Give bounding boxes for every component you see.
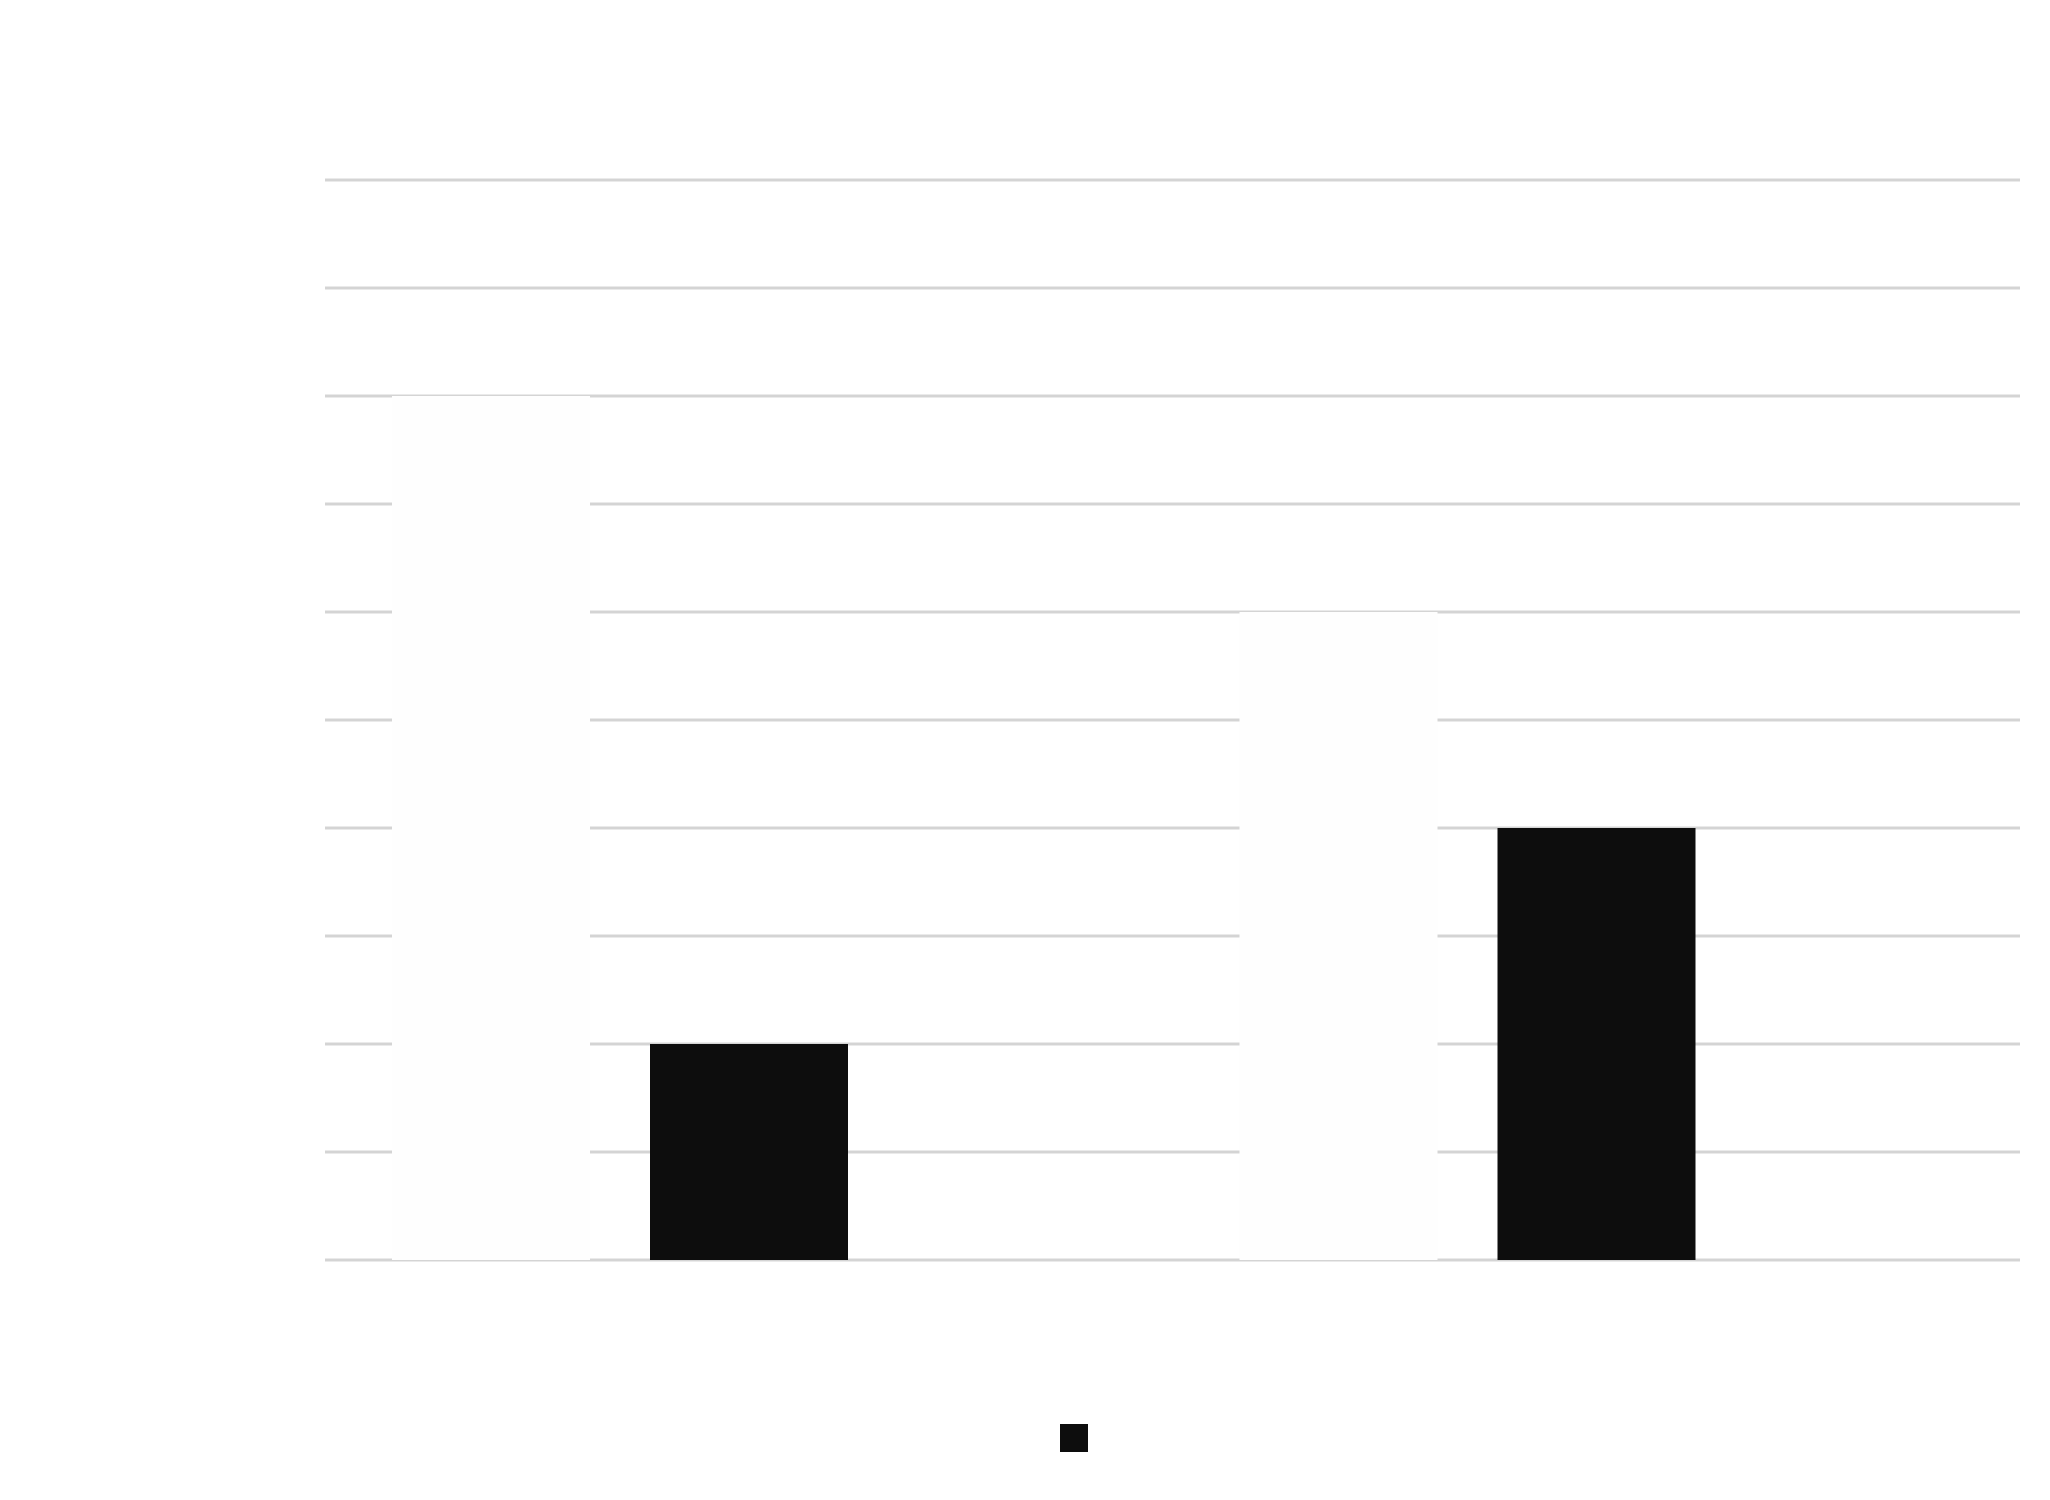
bar-series1-cat1 xyxy=(392,396,590,1260)
bar-series2-cat2 xyxy=(1497,828,1696,1260)
bars xyxy=(392,396,1696,1260)
gridlines xyxy=(325,178,2020,1262)
legend xyxy=(1060,1424,1088,1452)
bar-series1-cat2 xyxy=(1239,612,1438,1260)
legend-swatch xyxy=(1060,1424,1088,1452)
bar-series2-cat1 xyxy=(650,1044,848,1260)
